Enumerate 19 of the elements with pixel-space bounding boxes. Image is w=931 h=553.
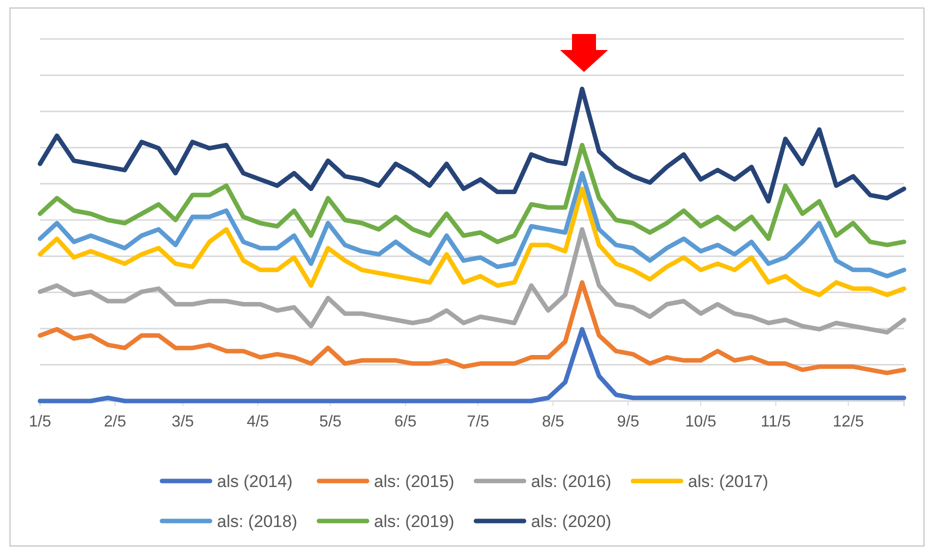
x-tick-label: 2/5 bbox=[104, 414, 126, 431]
x-tick-label: 9/5 bbox=[616, 414, 640, 431]
x-tick-label: 10/5 bbox=[685, 414, 716, 431]
legend-label: als: (2018) bbox=[217, 512, 298, 531]
legend-label: als: (2015) bbox=[374, 472, 454, 491]
x-tick-label: 6/5 bbox=[394, 414, 417, 431]
x-tick-label: 8/5 bbox=[542, 414, 564, 431]
legend-label: als: (2016) bbox=[531, 472, 612, 491]
x-tick-label: 3/5 bbox=[172, 414, 194, 431]
x-tick-label: 12/5 bbox=[832, 414, 864, 431]
legend-label: als: (2017) bbox=[688, 472, 768, 491]
x-tick-label: 1/5 bbox=[28, 414, 52, 431]
legend-label: als: (2019) bbox=[374, 512, 454, 531]
legend-label: als: (2020) bbox=[531, 512, 612, 531]
x-tick-label: 4/5 bbox=[246, 414, 270, 431]
x-tick-label: 11/5 bbox=[760, 414, 791, 431]
legend-label: als (2014) bbox=[217, 472, 293, 491]
x-tick-label: 5/5 bbox=[319, 414, 342, 431]
x-tick-label: 7/5 bbox=[466, 414, 490, 431]
